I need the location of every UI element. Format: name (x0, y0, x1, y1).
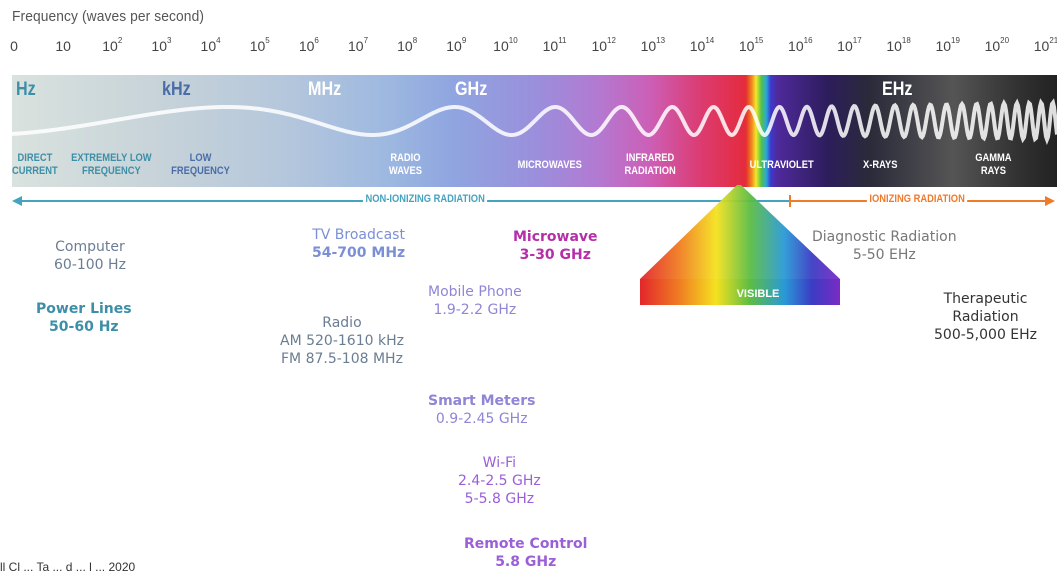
tick-label: 1011 (542, 36, 567, 54)
tick-label: 107 (347, 36, 369, 54)
app-radio: Radio AM 520-1610 kHz FM 87.5-108 MHz (280, 315, 404, 367)
tick-label: 1013 (640, 36, 666, 54)
tick-label: 1016 (788, 36, 813, 54)
band-direct-current: DIRECT CURRENT (12, 152, 58, 177)
tick-label: 1018 (886, 36, 911, 54)
app-mobile-phone: Mobile Phone 1.9-2.2 GHz (428, 284, 522, 318)
tick-label: 108 (397, 36, 418, 54)
unit-hz: Hz (16, 79, 36, 100)
tick-label: 109 (446, 36, 467, 54)
app-therapeutic-radiation: Therapeutic Radiation 500-5,000 EHz (934, 291, 1038, 343)
image-credit: ll Cl ... Ta ... d ... l ... 2020 (0, 560, 136, 574)
unit-mhz: MHz (308, 79, 342, 100)
tick-label: 105 (249, 36, 270, 54)
visible-spectrum-prism: VISIBLE (640, 185, 840, 305)
app-microwave: Microwave 3-30 GHz (513, 229, 598, 263)
app-tv-broadcast: TV Broadcast 54-700 MHz (312, 227, 406, 261)
arrow-right-icon (1045, 196, 1055, 206)
app-smart-meters: Smart Meters 0.9-2.45 GHz (428, 393, 536, 427)
app-diagnostic-radiation: Diagnostic Radiation 5-50 EHz (812, 229, 957, 263)
tick-label: 0 (10, 38, 18, 54)
ionizing-label: IONIZING RADIATION (866, 193, 968, 205)
app-computer: Computer 60-100 Hz (54, 239, 126, 273)
spectrum-band: Hz kHz MHz GHz EHz DIRECT CURRENT EXTREME… (12, 75, 1057, 187)
tick-label: 1015 (738, 36, 764, 54)
tick-label: 1010 (493, 36, 518, 54)
radiation-type-arrows: NON-IONIZING RADIATION IONIZING RADIATIO… (0, 192, 1057, 210)
tick-label: 10 (55, 38, 71, 54)
tick-label: 1020 (984, 36, 1010, 54)
tick-label: 1017 (837, 36, 862, 54)
tick-label: 1019 (935, 36, 960, 54)
frequency-scale: 0 10 102 103 104 105 106 107 108 109 1010 1011 1012 1… (0, 36, 1057, 60)
app-power-lines: Power Lines 50-60 Hz (36, 301, 132, 335)
tick-label: 1021 (1033, 36, 1057, 54)
band-elf: EXTREMELY LOW FREQUENCY (71, 152, 152, 177)
tick-label: 103 (151, 36, 172, 54)
tick-label: 106 (298, 36, 319, 54)
non-ionizing-label: NON-IONIZING RADIATION (362, 193, 488, 205)
app-wifi: Wi-Fi 2.4-2.5 GHz 5-5.8 GHz (458, 455, 541, 507)
band-ultraviolet: ULTRAVIOLET (749, 159, 814, 171)
tick-label: 1012 (591, 36, 616, 54)
visible-label: VISIBLE (737, 288, 780, 300)
unit-ehz: EHz (882, 79, 913, 100)
wave-curve (12, 98, 1057, 146)
band-gamma-rays: GAMMA RAYS (975, 152, 1012, 177)
tick-label: 104 (200, 36, 221, 54)
band-x-rays: X-RAYS (863, 159, 898, 171)
band-radio-waves: RADIO WAVES (388, 152, 423, 177)
band-microwaves: MICROWAVES (517, 159, 582, 171)
chart-title: Frequency (waves per second) (12, 8, 205, 25)
band-infrared: INFRARED RADIATION (624, 152, 676, 177)
tick-label: 1014 (689, 36, 715, 54)
unit-khz: kHz (162, 79, 191, 100)
tick-label: 102 (102, 36, 123, 54)
band-lf: LOW FREQUENCY (171, 152, 230, 177)
app-remote-control: Remote Control 5.8 GHz (464, 536, 588, 570)
arrow-left-icon (12, 196, 22, 206)
unit-ghz: GHz (455, 79, 488, 100)
